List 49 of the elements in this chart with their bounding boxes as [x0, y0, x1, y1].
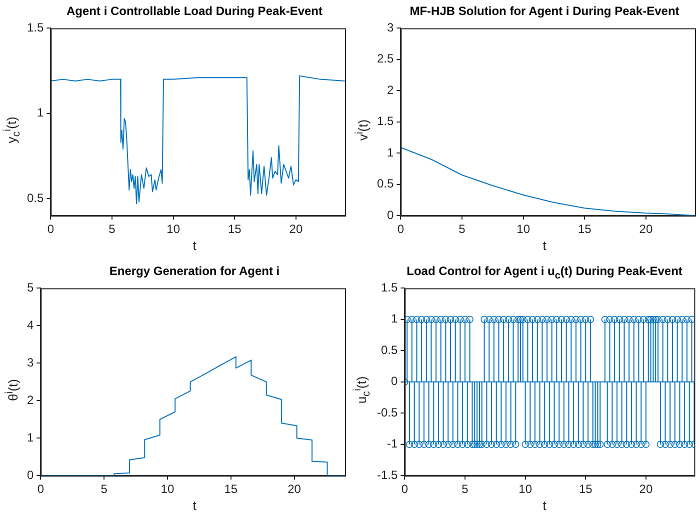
- x-tick-label: 15: [578, 222, 592, 236]
- y-tick-label: 0: [386, 208, 394, 222]
- y-tick-label: 2: [26, 392, 34, 407]
- y-tick-label: 3: [386, 20, 394, 35]
- x-axis-title: t: [192, 498, 198, 513]
- x-tick-label: 20: [288, 482, 302, 496]
- y-tick-label: 1: [26, 430, 34, 444]
- x-tick-label: 5: [458, 222, 466, 236]
- chart-title: MF-HJB Solution for Agent i During Peak-Event: [408, 4, 680, 18]
- x-tick-label: 15: [578, 482, 593, 496]
- y-tick-label: 2.5: [376, 52, 394, 66]
- y-tick-label: -1: [387, 436, 398, 451]
- x-tick-label: 10: [518, 482, 532, 496]
- y-tick-label: -0.5: [376, 405, 398, 420]
- y-tick-label: 1: [36, 106, 44, 120]
- y-tick-label: 0.5: [380, 342, 398, 357]
- y-tick-label: 4: [26, 318, 34, 332]
- chart-title: Agent i Controllable Load During Peak-Event: [65, 4, 324, 18]
- y-tick-label: 0.5: [376, 176, 394, 191]
- y-tick-label: 1.5: [376, 114, 394, 128]
- x-tick-label: 20: [639, 222, 653, 236]
- y-tick-label: 3: [26, 355, 34, 370]
- x-tick-label: 15: [228, 222, 242, 236]
- x-tick-label: 10: [160, 482, 174, 496]
- x-tick-label: 0: [47, 222, 54, 236]
- y-tick-label: 0: [26, 468, 34, 482]
- x-tick-label: 5: [462, 482, 469, 496]
- x-axis-title: t: [542, 498, 548, 513]
- x-tick-label: 20: [289, 222, 303, 236]
- y-tick-label: 5: [26, 280, 34, 295]
- y-tick-label: -1.5: [376, 468, 398, 482]
- chart-title: Energy Generation for Agent i: [108, 264, 281, 278]
- x-tick-label: 15: [224, 482, 238, 496]
- x-axis-title: t: [542, 238, 548, 253]
- y-tick-label: 1: [386, 145, 394, 160]
- x-tick-label: 5: [100, 482, 108, 496]
- x-tick-label: 10: [516, 222, 530, 236]
- x-tick-label: 10: [166, 222, 180, 236]
- x-axis-title: t: [192, 238, 198, 253]
- chart-title: Load Control for Agent i u$_{c}$(t) During Peak-Event: [406, 264, 684, 282]
- y-tick-label: 1.5: [380, 280, 398, 295]
- x-tick-label: 0: [401, 482, 408, 496]
- y-tick-label: 1: [390, 312, 398, 326]
- x-tick-label: 20: [639, 482, 653, 496]
- y-tick-label: 1.5: [26, 20, 44, 35]
- x-tick-label: 5: [108, 222, 116, 236]
- y-tick-label: 0.5: [26, 190, 44, 205]
- y-tick-label: 2: [386, 82, 394, 97]
- y-tick-label: 0: [390, 374, 398, 388]
